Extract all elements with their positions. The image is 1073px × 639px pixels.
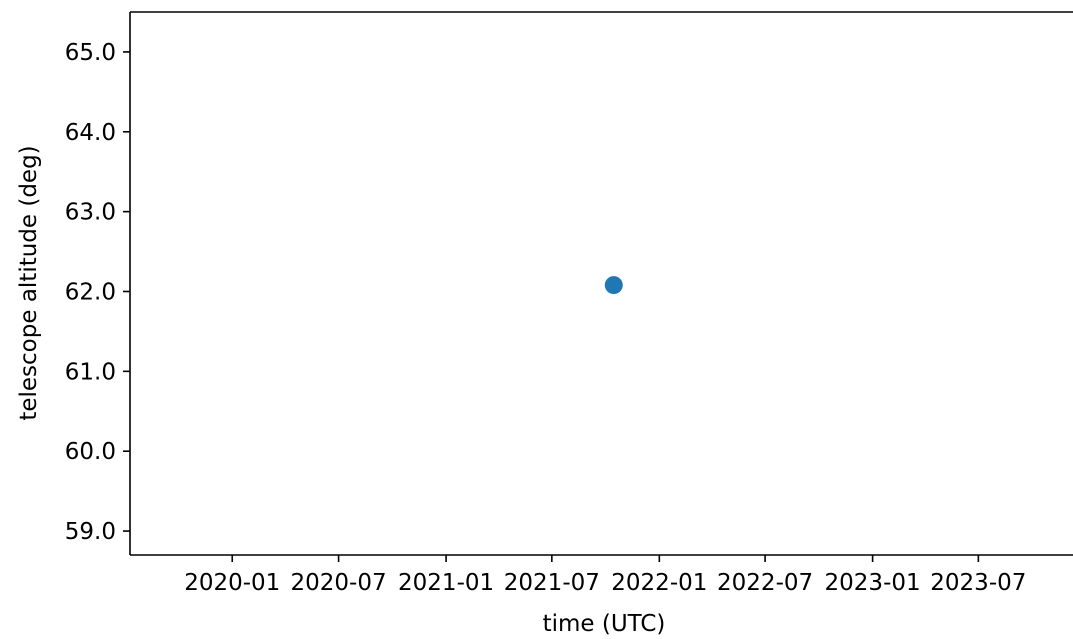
- x-tick-label: 2020-07: [291, 570, 387, 596]
- data-point: [604, 276, 623, 295]
- y-tick-label: 65.0: [65, 40, 116, 66]
- data-points: [604, 276, 623, 295]
- x-tick-label: 2023-07: [930, 570, 1026, 596]
- x-tick-label: 2020-01: [184, 570, 280, 596]
- y-axis-label: telescope altitude (deg): [16, 145, 42, 420]
- x-axis-ticks: 2020-01 2020-07 2021-01 2021-07 2022-01 2022-…: [184, 555, 1026, 596]
- y-tick-label: 59.0: [65, 519, 116, 545]
- y-tick-label: 61.0: [65, 359, 116, 385]
- y-tick-label: 62.0: [65, 279, 116, 305]
- plot-frame: [129, 11, 1073, 556]
- x-tick-label: 2022-01: [611, 570, 707, 596]
- x-tick-label: 2021-07: [504, 570, 600, 596]
- x-tick-label: 2023-01: [825, 570, 921, 596]
- y-axis-ticks: 59.0 60.0 61.0 62.0 63.0 64.0 65.0: [65, 40, 130, 545]
- x-tick-label: 2022-07: [717, 570, 813, 596]
- y-tick-label: 64.0: [65, 120, 116, 146]
- x-axis-label: time (UTC): [543, 611, 666, 637]
- y-tick-label: 63.0: [65, 200, 116, 226]
- x-tick-label: 2021-01: [398, 570, 494, 596]
- y-tick-label: 60.0: [65, 439, 116, 465]
